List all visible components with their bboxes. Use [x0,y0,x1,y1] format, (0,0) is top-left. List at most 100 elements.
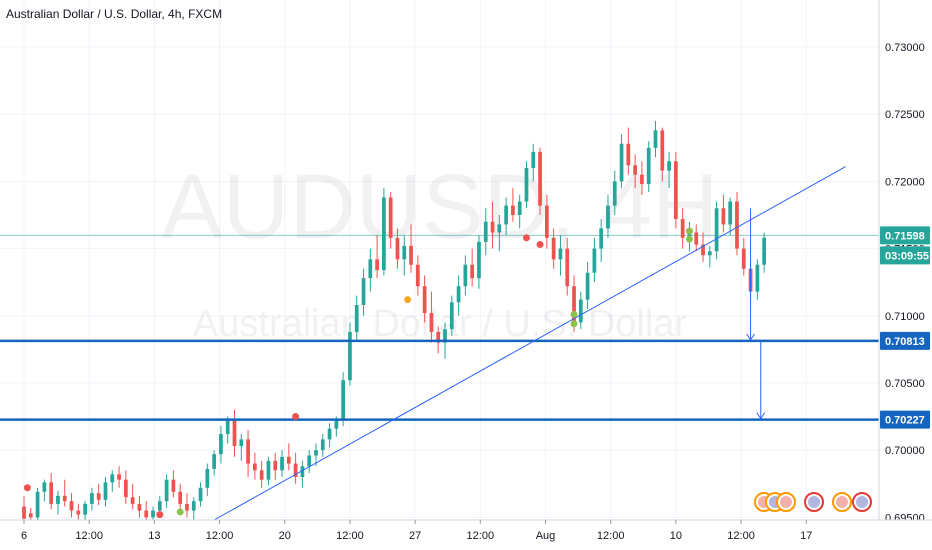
candle [565,237,570,296]
candle-body [565,248,570,287]
candle-body [320,439,325,451]
chart-title: Australian Dollar / U.S. Dollar, 4h, FXC… [6,7,222,21]
flag-icon[interactable] [776,492,796,512]
candle-body [266,460,271,480]
trendline[interactable] [213,166,846,521]
candle-body [483,221,488,242]
flag-icon[interactable] [852,492,872,512]
candle [123,470,128,504]
level-price-tag: 0.70813 [880,331,930,350]
candle-body [660,130,665,171]
candle-body [117,474,121,480]
candle-body [35,491,40,518]
candle [626,127,631,175]
candle-body [402,245,407,260]
candle [544,194,549,249]
signal-marker [156,511,164,519]
candle [225,416,230,444]
candle-body [714,208,719,252]
candle-body [327,428,332,440]
candle-body [171,479,176,492]
candle [490,201,495,249]
candle-body [449,302,454,330]
signal-marker [685,235,693,243]
candle-body [246,439,250,464]
candle [171,470,176,498]
candle-body [90,493,94,504]
last-price-tag: 0.71598 [880,226,930,245]
time-axis-background [0,520,932,550]
countdown-tag-label: 03:09:55 [885,250,929,262]
candle [409,224,413,273]
candle [680,208,685,249]
candle-body [572,286,576,323]
time-tick-label: 17 [800,530,812,542]
candle [205,463,210,496]
price-axis[interactable]: 0.730000.725000.720000.715000.710000.705… [878,0,932,524]
time-axis[interactable]: 6 12:00 13 12:00 20 12:00 27 12:00 Aug 12:00 10 12:… [0,519,932,550]
watermark-symbol: AUDUSD, 4H [161,156,718,258]
candle [382,188,386,276]
candle-body [436,331,441,343]
price-tick-label: 0.71000 [885,311,925,323]
candle-body [123,479,128,498]
candle-body [212,454,216,469]
candle [286,443,291,471]
horizontal-levels[interactable] [0,339,879,421]
level-price-tag-label: 0.70813 [885,336,925,348]
candle-body [415,264,420,287]
candle-body [280,456,284,471]
trendline-line[interactable] [213,166,846,521]
candle [714,201,719,260]
candle-body [640,174,644,185]
candle [253,452,257,480]
candle-body [531,151,536,168]
projection-arrow[interactable] [746,208,755,341]
time-tick-label: 12:00 [597,530,625,542]
candle [504,197,508,236]
projection-arrows[interactable] [746,208,766,420]
candle [619,134,624,189]
price-tick-label: 0.73000 [885,42,925,54]
candle-body [22,506,26,519]
price-tick-label: 0.70500 [885,378,925,390]
candle-body [341,380,346,421]
flag-icon[interactable] [832,492,852,512]
time-tick-label: 6 [21,530,27,542]
candle [578,291,583,330]
candle-body [361,278,366,306]
candle [483,208,488,256]
candle-body [463,264,468,287]
flag-icon[interactable] [804,492,824,512]
candle-body [137,503,142,511]
candle-body [83,503,87,515]
candle-body [456,286,461,303]
candle [219,425,223,464]
candle [674,151,678,229]
candle-body [164,479,169,502]
candle-body [334,420,339,429]
candle [76,503,81,520]
time-tick-label: Aug [536,530,556,542]
economic-events[interactable] [754,492,872,512]
candle [246,429,250,478]
candle [653,120,658,158]
candle [239,434,244,461]
candle-body [253,463,257,471]
candle [402,235,407,276]
candle [280,450,284,478]
candle [42,479,47,502]
candle-body [56,495,60,504]
candle-body [239,439,244,447]
candle [144,501,149,520]
projection-arrow[interactable] [756,340,766,420]
candle-body [368,259,373,279]
candle-body [735,201,739,249]
candle-body [42,482,47,492]
candle-body [103,482,108,500]
signal-marker [292,413,300,421]
candle [56,490,60,515]
candle-body [511,205,515,215]
candle-body [626,143,631,166]
